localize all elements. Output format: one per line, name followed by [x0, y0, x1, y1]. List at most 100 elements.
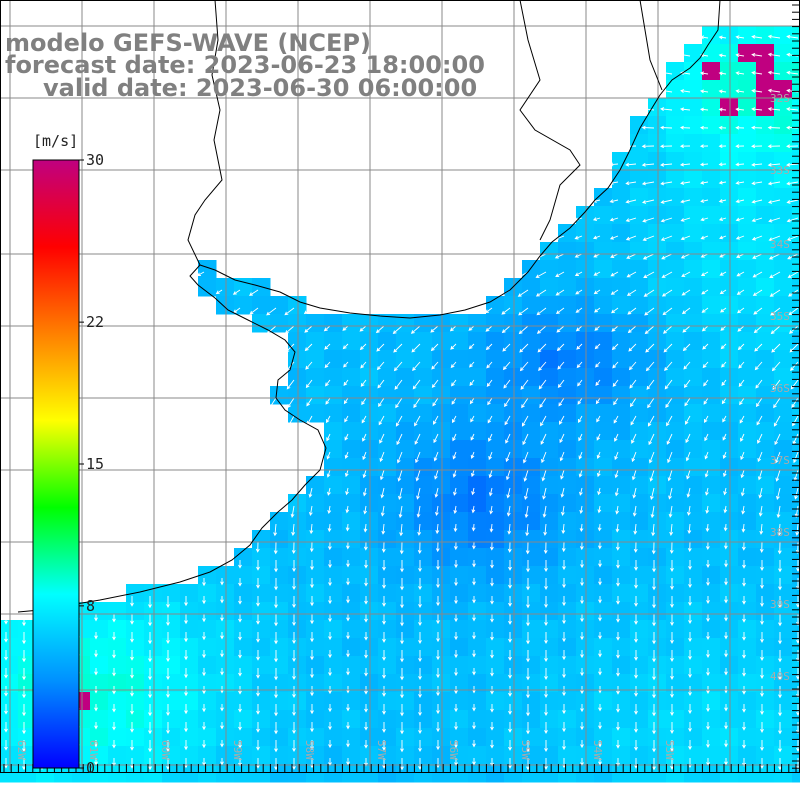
wind-speed-cell [306, 404, 325, 423]
wind-arrow [652, 686, 656, 699]
wind-arrow [724, 722, 728, 730]
wind-arrow [327, 487, 331, 496]
wind-arrow [778, 686, 782, 699]
wind-arrow [508, 560, 512, 571]
wind-speed-cell [486, 710, 505, 729]
wind-arrow [613, 415, 619, 424]
wind-arrow [794, 487, 799, 500]
wind-speed-cell [630, 710, 649, 729]
wind-arrow [627, 307, 637, 315]
wind-arrow [430, 343, 439, 352]
wind-arrow [471, 523, 476, 532]
wind-speed-cell [432, 746, 451, 765]
wind-arrow [220, 686, 224, 694]
wind-speed-cell [720, 674, 739, 693]
wind-arrow [310, 650, 314, 661]
wind-arrow [597, 505, 602, 514]
wind-speed-cell [270, 638, 289, 657]
colorbar-tick-label: 8 [86, 596, 96, 615]
wind-arrow [769, 271, 781, 278]
wind-arrow [786, 70, 799, 75]
wind-arrow [788, 307, 799, 316]
wind-arrow [594, 325, 601, 331]
wind-speed-cell [306, 566, 325, 585]
wind-arrow [130, 650, 134, 661]
wind-arrow [504, 397, 511, 408]
latitude-label: 36S [770, 382, 790, 395]
wind-arrow [625, 217, 637, 223]
wind-arrow [670, 686, 674, 698]
wind-speed-cell [684, 386, 703, 405]
wind-speed-cell [252, 566, 271, 585]
wind-speed-cell [558, 566, 577, 585]
wind-arrow [540, 433, 547, 445]
wind-arrow [112, 668, 116, 677]
wind-speed-cell [738, 566, 757, 585]
wind-speed-cell [594, 494, 613, 513]
wind-arrow [739, 415, 745, 424]
wind-speed-cell [432, 440, 451, 459]
wind-arrow [220, 596, 224, 604]
wind-speed-cell [216, 692, 235, 711]
wind-arrow [616, 668, 620, 677]
wind-speed-cell [648, 386, 667, 405]
wind-arrow [378, 415, 385, 426]
wind-speed-cell [558, 224, 577, 243]
wind-arrow [310, 614, 314, 625]
wind-arrow [328, 596, 332, 605]
wind-arrow [652, 740, 656, 753]
wind-arrow [699, 17, 709, 22]
wind-speed-cell [306, 728, 325, 747]
wind-speed-cell [612, 224, 631, 243]
wind-speed-cell [522, 314, 541, 333]
wind-arrow [610, 271, 619, 277]
wind-speed-cell [738, 584, 757, 603]
wind-arrow [382, 650, 386, 661]
wind-arrow [508, 596, 512, 607]
wind-speed-cell [252, 296, 271, 315]
wind-speed-cell [324, 656, 343, 675]
wind-arrow [488, 451, 493, 461]
wind-arrow [616, 740, 620, 749]
wind-speed-cell [396, 710, 415, 729]
wind-speed-cell [162, 764, 181, 783]
wind-arrow [323, 325, 331, 332]
wind-arrow [470, 415, 475, 423]
wind-arrow [526, 650, 530, 663]
wind-arrow [574, 235, 583, 240]
wind-speed-cell [684, 764, 703, 783]
wind-arrow [578, 415, 583, 424]
wind-speed-cell [576, 206, 595, 225]
wind-arrow [215, 289, 223, 295]
wind-arrow [485, 325, 493, 332]
wind-speed-cell [450, 728, 469, 747]
wind-arrow [789, 343, 799, 353]
wind-speed-cell [540, 494, 559, 513]
wind-speed-cell [234, 674, 253, 693]
wind-speed-cell [270, 746, 289, 765]
wind-arrow [774, 451, 781, 464]
wind-arrow [598, 560, 602, 568]
wind-speed-cell [756, 134, 775, 153]
wind-speed-cell [432, 656, 451, 675]
wind-speed-cell [288, 638, 307, 657]
wind-arrow [652, 722, 656, 735]
wind-speed-cell [594, 764, 613, 783]
wind-speed-cell [558, 728, 577, 747]
wind-arrow [503, 379, 511, 389]
wind-arrow [701, 289, 709, 295]
wind-speed-cell [450, 512, 469, 531]
wind-speed-cell [720, 80, 739, 99]
wind-arrow [660, 70, 673, 75]
wind-arrow [148, 740, 152, 753]
wind-speed-cell [738, 404, 757, 423]
wind-arrow [436, 560, 440, 571]
wind-arrow [148, 596, 152, 609]
wind-speed-cell [378, 692, 397, 711]
wind-arrow [517, 271, 529, 278]
latitude-label: 35S [770, 310, 790, 323]
wind-speed-cell [522, 458, 541, 477]
wind-arrow [256, 632, 260, 643]
wind-arrow [487, 415, 493, 424]
wind-speed-cell [630, 170, 649, 189]
